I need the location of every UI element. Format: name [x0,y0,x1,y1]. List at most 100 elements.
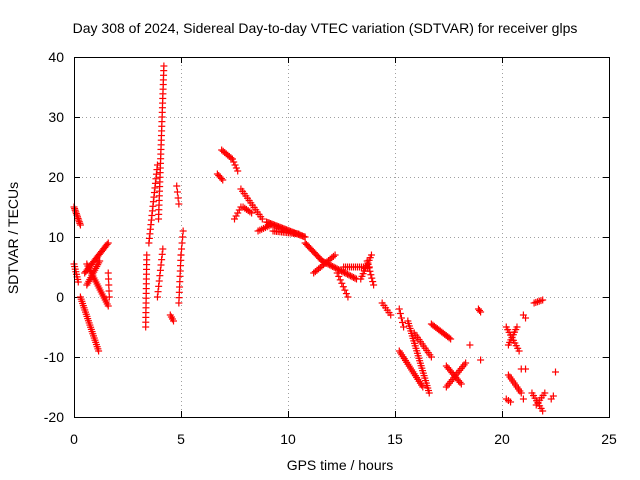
data-point [327,262,335,270]
data-point [104,239,112,247]
x-axis-ticks: 0 5 10 15 20 25 [70,57,617,447]
data-point [103,240,111,248]
data-point [175,200,183,208]
data-point [159,245,167,253]
data-point [234,209,242,217]
data-points [70,62,559,415]
data-point [513,323,521,331]
data-point [427,353,435,361]
x-tick-label: 20 [494,431,510,447]
data-point [457,380,465,388]
data-point [338,279,346,287]
data-point [335,266,343,274]
y-tick-label: 0 [56,289,64,305]
data-point [174,194,182,202]
data-point [517,389,525,397]
x-tick-label: 10 [280,431,296,447]
data-point [74,278,82,286]
data-point [104,269,112,277]
data-point [367,251,375,259]
data-point [227,154,235,162]
data-point [232,212,240,220]
y-tick-label: 40 [48,49,64,65]
data-point [522,314,530,322]
x-tick-label: 5 [177,431,185,447]
data-point [363,257,371,265]
data-point [333,269,341,277]
data-point [366,267,374,275]
data-point [326,261,334,269]
x-tick-label: 0 [70,431,78,447]
data-point [330,263,338,271]
data-point [425,389,433,397]
data-point [76,221,84,229]
y-tick-label: -20 [44,409,64,425]
data-point [178,245,186,253]
data-point [462,359,470,367]
x-tick-label: 15 [387,431,403,447]
chart-title: Day 308 of 2024, Sidereal Day-to-day VTE… [73,20,578,36]
data-point [217,175,225,182]
data-point [351,274,359,282]
data-point [105,275,113,283]
y-axis-ticks: -20 -10 0 10 20 30 40 [44,49,609,425]
data-point [447,335,455,343]
data-point [301,233,309,241]
data-point [507,398,515,406]
y-tick-label: 30 [48,109,64,125]
data-point [387,311,395,319]
data-point [477,356,485,364]
data-point [228,155,236,163]
data-point [179,227,187,235]
data-point [515,347,523,355]
data-point [177,251,185,259]
data-point [324,260,332,268]
data-point [170,317,178,325]
data-point [248,209,256,217]
data-point [339,283,347,291]
grid [74,57,609,417]
data-point [345,271,353,279]
data-point [336,276,344,284]
data-point [143,251,151,259]
data-point [396,310,404,317]
data-point [173,188,181,196]
data-point [365,264,373,272]
data-point [160,62,168,70]
data-point [477,308,485,316]
data-point [342,270,350,278]
data-point [344,270,352,278]
data-point [419,383,427,391]
data-point [104,302,112,310]
data-point [364,260,372,268]
data-point [178,239,186,247]
data-point [342,290,350,298]
data-point [95,347,103,355]
data-point [173,182,181,190]
data-point [318,257,326,265]
data-point [338,267,346,275]
data-point [105,281,113,289]
data-point [258,215,266,223]
data-point [329,262,337,270]
data-point [395,305,403,313]
data-point [105,287,113,295]
data-point [552,368,559,376]
data-point [96,257,104,265]
data-point [348,273,356,281]
y-tick-label: 10 [48,229,64,245]
data-point [231,215,238,223]
data-point [466,341,474,349]
data-point [219,176,227,184]
data-point [323,259,331,267]
data-point [105,293,113,301]
data-point [549,392,557,400]
data-point [445,334,453,342]
x-axis-label: GPS time / hours [287,457,394,473]
plot-frame [74,57,610,418]
data-point [539,407,547,415]
data-point [522,365,530,373]
data-point [398,319,406,326]
data-point [234,167,242,175]
